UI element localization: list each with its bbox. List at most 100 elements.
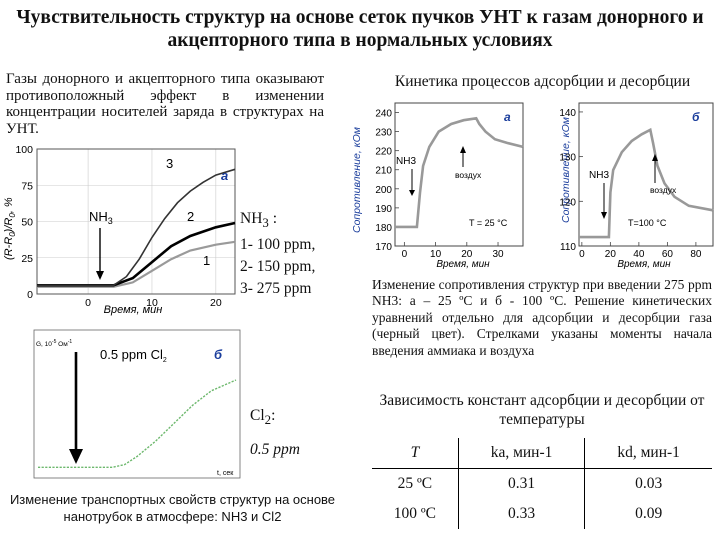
- x-tick-label: 30: [492, 249, 504, 260]
- kin-a-gas-label: NH3: [396, 156, 416, 167]
- kin-a-temperature: T = 25 °C: [469, 218, 508, 228]
- legend-gas: NH3 :: [240, 210, 278, 231]
- y-tick-label: 110: [560, 242, 576, 253]
- kin-b-y-ticks: 140 130 120 110: [559, 108, 583, 253]
- kin-a-panel-label: а: [504, 110, 511, 124]
- plot-b-series-line: [38, 379, 237, 468]
- kin-b-x-ticks: 0 20 40 60 80: [579, 242, 702, 260]
- table-cell: 0.31: [457, 468, 585, 499]
- x-tick-label: 0: [402, 249, 408, 260]
- y-tick-label: 230: [375, 128, 392, 139]
- plot-b-ylabel: G, 10-5 Ом-1: [36, 339, 72, 348]
- legend-item-2: 2- 150 ppm,: [240, 258, 316, 276]
- kin-a-air-label: воздух: [455, 170, 482, 180]
- dependence-heading: Зависимость констант адсорбции и десорбц…: [379, 392, 705, 428]
- y-tick-label: 170: [375, 242, 392, 253]
- table-row: 25 ºC 0.31 0.03: [372, 468, 712, 499]
- curve-3-label: 3: [166, 156, 173, 171]
- plot-a-series: [37, 168, 236, 288]
- cl2-conductance-plot: G, 10-5 Ом-1 0.5 ppm Cl2 б t, сек: [33, 329, 241, 479]
- y-tick-label: 100: [15, 144, 33, 156]
- kin-a-ylabel: Сопротивление, кОм: [351, 127, 363, 233]
- table-cell: 0.33: [457, 499, 585, 529]
- cl2-label: Cl2:: [250, 407, 276, 428]
- kin-b-xlabel: Время, мин: [617, 259, 671, 270]
- plot-b-xlabel: t, сек: [217, 470, 234, 477]
- y-tick-label: 0: [27, 289, 33, 301]
- legend-item-1: 1- 100 ppm,: [240, 236, 316, 254]
- plot-b-frame: [33, 329, 241, 479]
- kinetics-caption: Изменение сопротивления структур при вве…: [372, 277, 712, 358]
- plot-b-series-label: 0.5 ppm Cl2: [100, 347, 167, 364]
- table-row: 100 ºC 0.33 0.09: [372, 499, 712, 529]
- table-cell: 0.09: [584, 499, 712, 529]
- curve-1-label: 1: [203, 253, 210, 268]
- kin-b-ylabel: Сопротивление, кОм: [560, 117, 572, 223]
- y-tick-label: 200: [375, 185, 392, 196]
- kin-b-temperature: T=100 °C: [628, 218, 667, 228]
- kin-a-xlabel: Время, мин: [436, 259, 490, 270]
- rate-constants-table: T ka, мин-1 kd, мин-1 25 ºC 0.31 0.03 10…: [372, 438, 712, 529]
- plot-a-x-ticks: 0 10 20: [85, 297, 222, 309]
- intro-text: Газы донорного и акцепторного типа оказы…: [6, 71, 324, 137]
- series-line-1: [37, 240, 236, 288]
- x-tick-label: 10: [430, 249, 442, 260]
- table-cell: 0.03: [584, 468, 712, 499]
- plot-b-arrow-head: [69, 449, 83, 464]
- plot-a-panel-label: а: [221, 168, 228, 183]
- kin-b-series-line: [579, 127, 714, 239]
- y-tick-label: 120: [559, 197, 576, 208]
- x-tick-label: 40: [633, 249, 645, 260]
- y-tick-label: 75: [21, 180, 33, 192]
- kin-a-gas-arrow-head: [409, 190, 415, 196]
- plot-b-panel-label: б: [214, 347, 223, 362]
- x-tick-label: 0: [579, 249, 585, 260]
- plot-a-ylabel: (R-R0)/R0, %: [3, 197, 17, 260]
- kin-a-frame: [394, 102, 524, 247]
- kin-b-panel-label: б: [692, 110, 700, 124]
- table-header-ka: ka, мин-1: [457, 438, 585, 469]
- plot-a-arrow-head: [96, 271, 104, 280]
- x-tick-label: 60: [662, 249, 674, 260]
- y-tick-label: 25: [21, 253, 33, 265]
- plot-a-frame: [36, 148, 236, 295]
- plot-a-xlabel: Время, мин: [104, 304, 163, 316]
- kin-a-y-ticks: 240 230 220 210 200 190 180 170: [375, 109, 399, 253]
- x-tick-label: 10: [146, 297, 158, 309]
- kin-a-series-line: [395, 116, 524, 229]
- table-cell: 25 ºC: [397, 475, 433, 492]
- kin-b-gas-arrow-head: [601, 212, 607, 219]
- transport-caption: Изменение транспортных свойств структур …: [9, 492, 336, 524]
- plot-a-gas-label: NH3: [89, 209, 113, 226]
- plot-a-grid: [37, 148, 235, 295]
- table-cell: 100 ºC: [393, 505, 437, 522]
- y-tick-label: 240: [375, 109, 392, 120]
- x-tick-label: 80: [690, 249, 702, 260]
- x-tick-label: 20: [210, 297, 222, 309]
- kinetics-100c-plot: Сопротивление, кОм 140 130 120 110 0 20 40 60 8…: [559, 102, 714, 270]
- y-tick-label: 220: [375, 147, 392, 158]
- nh3-sensitivity-plot: 100 75 50 25 0 0 10 20 Время, мин (R-R0)/R0, %…: [3, 144, 236, 316]
- nh3-legend: NH3 : 1- 100 ppm, 2- 150 ppm, 3- 275 ppm: [240, 208, 315, 300]
- kin-b-air-arrow-head: [652, 154, 658, 161]
- curve-2-label: 2: [187, 209, 194, 224]
- y-tick-label: 190: [375, 204, 392, 215]
- y-tick-label: 140: [559, 108, 576, 119]
- series-line-2: [37, 221, 236, 287]
- kin-b-gas-label: NH3: [589, 170, 609, 181]
- y-tick-label: 130: [559, 153, 576, 164]
- cl2-concentration: 0.5 ppm: [250, 441, 300, 458]
- kin-a-x-ticks: 0 10 20 30: [402, 242, 504, 260]
- y-tick-label: 180: [375, 223, 392, 234]
- table-header-t: T: [372, 438, 459, 469]
- y-tick-label: 210: [375, 166, 392, 177]
- legend-item-3: 3- 275 ppm: [240, 280, 312, 298]
- table-header-kd: kd, мин-1: [584, 438, 712, 469]
- kin-a-air-arrow-head: [460, 146, 466, 153]
- plot-a-y-ticks: 100 75 50 25 0: [15, 144, 33, 301]
- kin-b-air-label: воздух: [650, 185, 677, 195]
- x-tick-label: 20: [461, 249, 473, 260]
- x-tick-label: 0: [85, 297, 91, 309]
- kinetics-25c-plot: Сопротивление, кОм 240230220210200190180…: [351, 102, 524, 270]
- page-title: Чувствительность структур на основе сето…: [16, 7, 704, 51]
